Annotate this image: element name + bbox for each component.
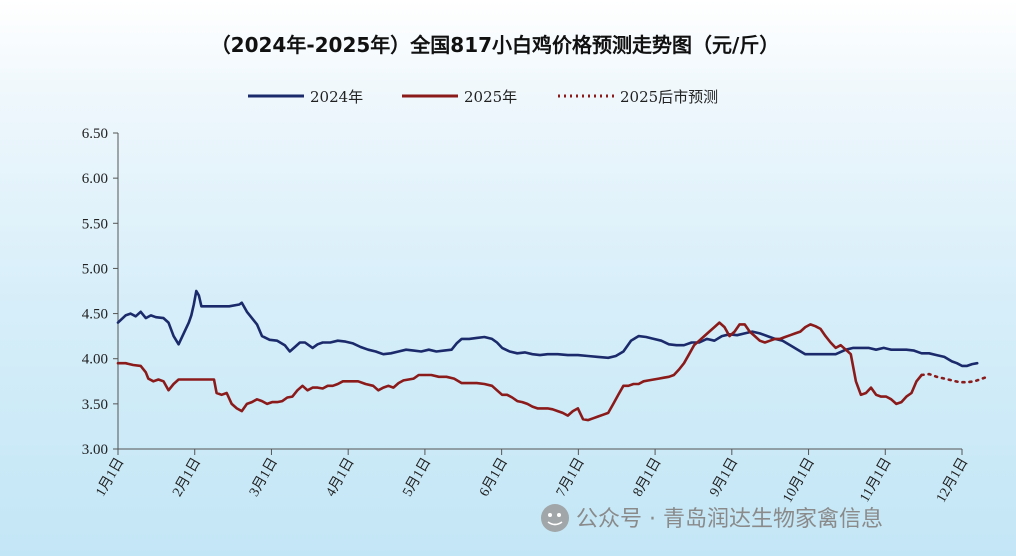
series-group	[116, 289, 989, 422]
legend-label-forecast: 2025后市预测	[620, 88, 718, 106]
watermark-text: 公众号 · 青岛润达生物家禽信息	[576, 507, 883, 532]
watermark: 公众号 · 青岛润达生物家禽信息	[541, 504, 883, 532]
x-tick-label: 2月1日	[169, 455, 204, 499]
y-tick-label: 4.50	[82, 307, 108, 323]
x-tick-label: 4月1日	[323, 455, 358, 499]
series-2024-line	[116, 289, 979, 368]
x-tick-label: 9月1日	[706, 455, 741, 499]
y-tick-label: 6.50	[82, 126, 108, 142]
y-tick-label: 6.00	[82, 171, 108, 187]
wechat-icon	[541, 504, 569, 532]
chart-title: （2024年-2025年）全国817小白鸡价格预测走势图（元/斤）	[211, 33, 780, 57]
x-tick-label: 8月1日	[630, 455, 665, 499]
x-tick-label: 10月1日	[780, 455, 818, 505]
y-tick-label: 3.00	[82, 442, 108, 458]
x-tick-label: 3月1日	[246, 455, 281, 499]
x-axis: 1月1日 2月1日 3月1日 4月1日 5月1日 6月1日 7月1日 8月1日 9月1日 10月1…	[93, 448, 971, 505]
legend-label-2024: 2024年	[310, 88, 363, 106]
y-tick-label: 4.00	[82, 352, 108, 368]
series-forecast-line	[920, 372, 989, 384]
x-tick-label: 12月1日	[933, 455, 971, 505]
y-tick-label: 3.50	[82, 397, 108, 413]
y-tick-label: 5.00	[82, 261, 108, 277]
x-tick-label: 5月1日	[400, 455, 435, 499]
x-tick-label: 11月1日	[857, 455, 895, 505]
y-axis: 6.50 6.00 5.50 5.00 4.50 4.00 3.50 3.00	[82, 126, 119, 458]
x-tick-label: 6月1日	[476, 455, 511, 499]
legend-label-2025: 2025年	[464, 88, 517, 106]
x-tick-label: 7月1日	[553, 455, 588, 499]
series-2025-line	[116, 321, 923, 422]
x-tick-label: 1月1日	[93, 455, 128, 499]
y-tick-label: 5.50	[82, 216, 108, 232]
legend: 2024年 2025年 2025后市预测	[248, 88, 718, 106]
